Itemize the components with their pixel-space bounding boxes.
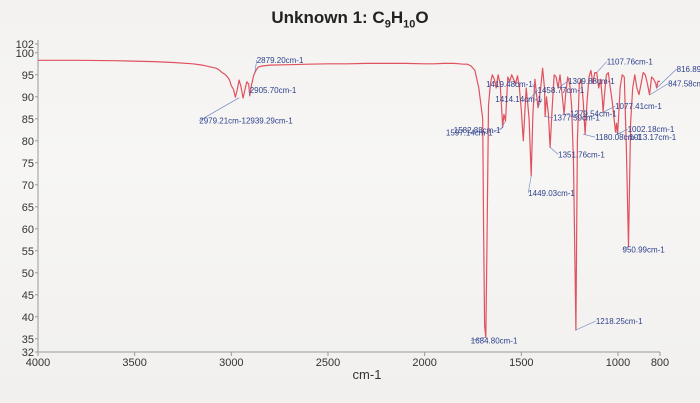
peak-annotation: 1414.14cm-1 [495, 95, 542, 104]
peak-annotation: 1107.76cm-1 [607, 58, 654, 67]
y-tick-label: 50 [22, 268, 34, 280]
annotation-leader [617, 128, 628, 135]
x-tick-label: 1000 [606, 357, 630, 369]
y-tick-label: 55 [22, 246, 34, 258]
peak-annotation: 1449.03cm-1 [528, 189, 575, 198]
annotation-leader [615, 131, 630, 138]
peak-annotation: 1458.77cm-1 [538, 86, 585, 95]
peak-annotation: 1077.41cm-1 [615, 102, 662, 111]
x-tick-label: 3500 [122, 357, 146, 369]
y-tick-label: 35 [22, 334, 34, 346]
peak-annotation: 1377.59cm-1 [553, 114, 600, 123]
peak-annotation: 1013.17cm-1 [629, 133, 676, 142]
annotation-leader [549, 147, 559, 155]
y-tick-label: 65 [22, 202, 34, 214]
y-tick-label: 45 [22, 290, 34, 302]
annotation-leader [527, 89, 538, 102]
annotation-leader [583, 133, 596, 138]
peak-annotation: 1684.80cm-1 [471, 336, 518, 345]
x-tick-label: 800 [651, 357, 669, 369]
annotation-leader [557, 80, 569, 89]
peak-annotation: 1419.48cm-1 [486, 80, 533, 89]
y-tick-label: 95 [22, 70, 34, 82]
annotation-leader [470, 337, 486, 341]
x-tick-label: 1500 [509, 357, 533, 369]
y-tick-label: 85 [22, 114, 34, 126]
y-tick-label: 100 [16, 48, 34, 60]
peak-annotation: 816.89cm-1 [677, 65, 700, 74]
y-tick-label: 40 [22, 312, 34, 324]
annotation-leader [199, 97, 240, 121]
x-tick-label: 3000 [219, 357, 243, 369]
peak-annotation: 1279.54cm-1 [570, 109, 617, 118]
peak-annotation: 2979.21cm-12939.29cm-1 [199, 117, 293, 126]
peak-annotation: 1597.14cm-1 [446, 129, 493, 138]
y-tick-label: 70 [22, 180, 34, 192]
y-tick-label: 75 [22, 158, 34, 170]
y-tick-label: 60 [22, 224, 34, 236]
peak-annotation: 1002.18cm-1 [628, 125, 675, 134]
y-tick-label: 80 [22, 136, 34, 148]
peak-annotation: 2905.70cm-1 [250, 86, 297, 95]
x-tick-label: 2000 [412, 357, 436, 369]
annotation-leader [545, 116, 554, 118]
annotation-leader [575, 320, 596, 331]
annotation-leader [532, 83, 538, 97]
annotation-leader [254, 59, 258, 74]
x-axis-label: cm-1 [353, 367, 382, 382]
annotation-leader [656, 68, 677, 89]
annotation-leader [596, 61, 607, 73]
peak-annotation: 1309.88cm-1 [568, 77, 615, 86]
annotation-leader [527, 175, 532, 194]
y-tick-label: 90 [22, 92, 34, 104]
peak-annotation: 950.99cm-1 [623, 245, 666, 254]
x-tick-label: 2500 [316, 357, 340, 369]
annotation-leader [492, 127, 503, 133]
chart-title: Unknown 1: C9H10O [271, 8, 429, 31]
peak-annotation: 1351.76cm-1 [558, 150, 605, 159]
peak-annotation: 847.58cm-1 [668, 80, 700, 89]
annotation-leader [537, 98, 543, 108]
y-tick-label: 32 [22, 347, 34, 359]
x-tick-label: 4000 [26, 357, 50, 369]
peak-annotation: 2879.20cm-1 [257, 56, 304, 65]
y-tick-label: 102 [16, 39, 34, 51]
peak-annotation: 1582.88cm-1 [454, 126, 501, 135]
peak-annotation: 1180.08cm-1 [595, 133, 642, 142]
annotation-leader [500, 120, 506, 131]
annotation-leader [564, 113, 571, 115]
annotation-leader [602, 105, 616, 113]
annotation-leader [622, 246, 629, 250]
spectrum-line-0 [38, 59, 660, 339]
annotation-leader [649, 83, 669, 95]
peak-annotation: 1218.25cm-1 [596, 317, 643, 326]
